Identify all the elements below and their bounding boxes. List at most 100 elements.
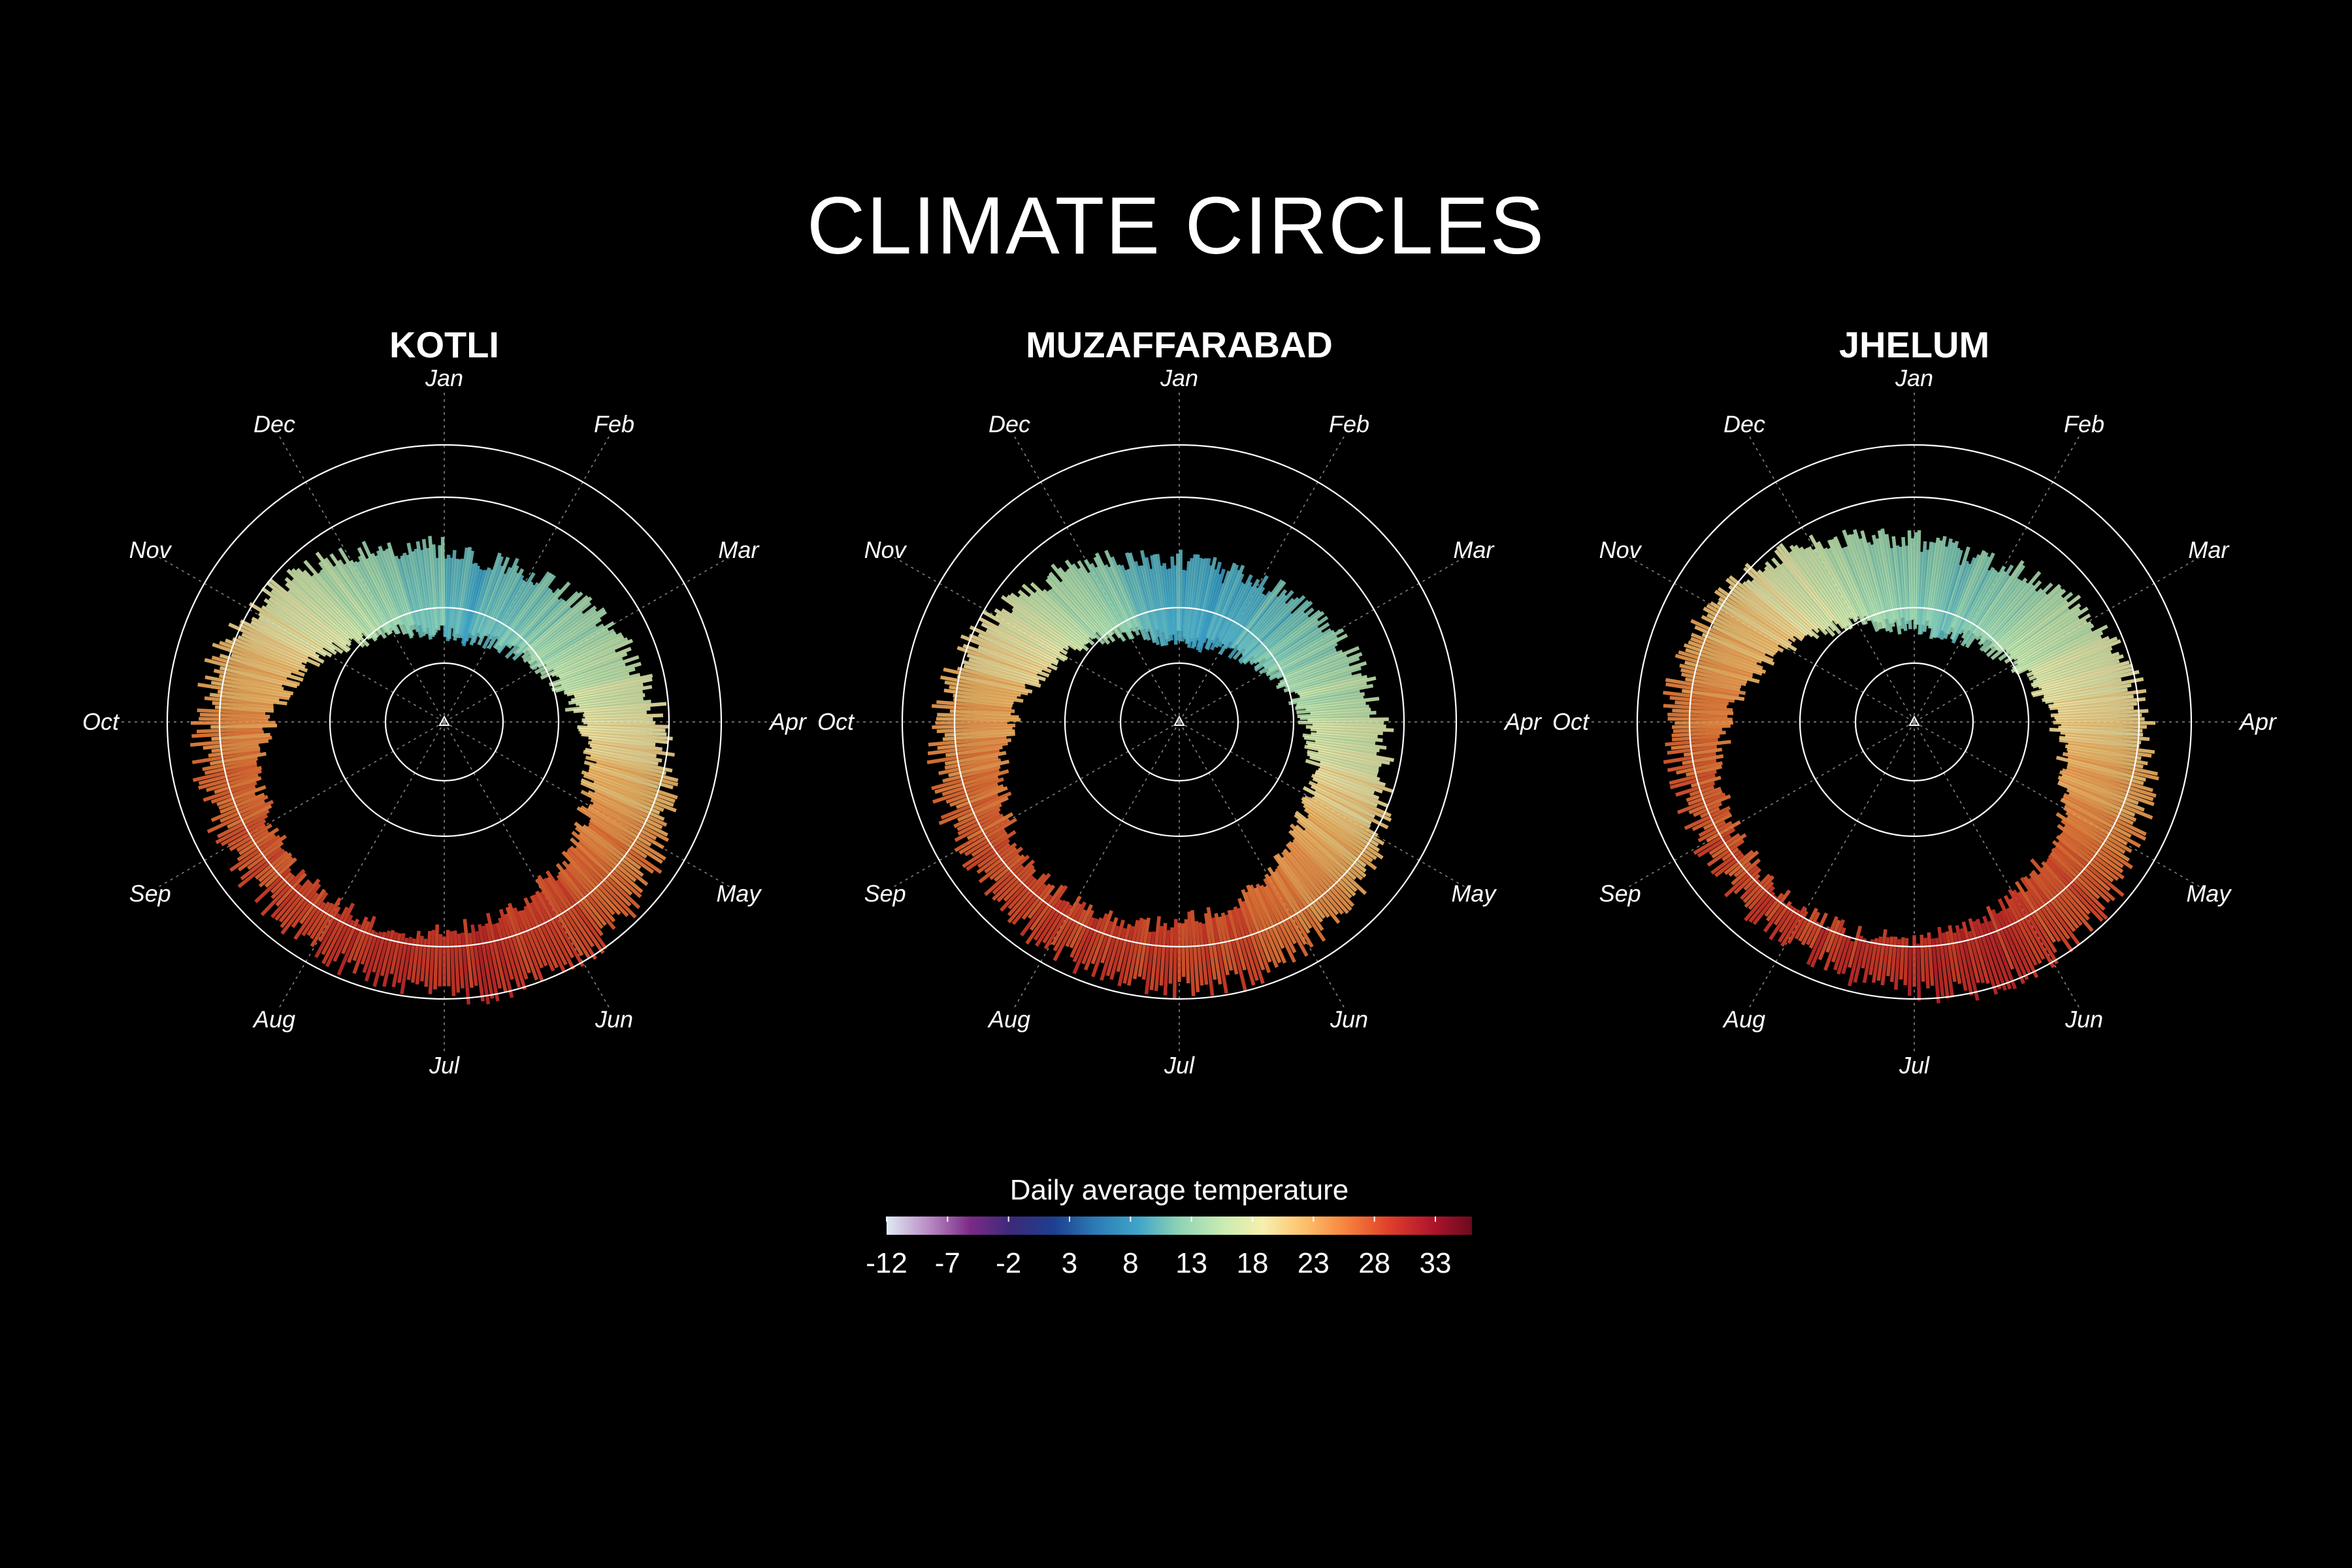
day-bar [1875,538,1897,623]
day-bar [1690,636,1758,665]
day-bar [210,723,278,729]
day-bar [1194,921,1204,986]
day-bar [1292,838,1352,899]
day-bar [1140,564,1160,630]
day-bar [2063,806,2128,846]
day-bar [528,610,608,666]
day-bar [1728,575,1806,638]
day-bar [1291,840,1355,907]
day-bar [1053,901,1087,962]
day-bar [270,872,293,894]
day-bar [1823,547,1866,625]
day-bar [1705,820,1741,843]
day-bar [1154,926,1164,991]
day-bar [1264,885,1297,945]
month-spoke [444,721,610,1007]
panel-title: MUZAFFARABAD [1026,324,1333,365]
day-bar [989,853,1021,881]
day-bar [1316,730,1378,739]
day-bar [1295,696,1380,711]
month-label: Mar [2188,536,2230,563]
day-bar [1254,887,1285,949]
day-bar [507,902,539,981]
day-bar [411,551,429,629]
day-bar [977,645,1043,673]
day-bar [1288,672,1352,694]
day-bar [1764,566,1827,631]
month-label: Apr [768,708,808,735]
day-bar [2004,606,2089,664]
day-bar [1901,536,1910,621]
day-bar [1889,936,1898,983]
day-bar [1950,555,1991,640]
day-bar [2012,616,2080,661]
day-bar [1305,759,1386,787]
day-bar [1742,874,1771,904]
day-bar [1723,865,1759,898]
day-bar [2066,788,2137,822]
day-bar [2065,811,2132,853]
day-bar [582,824,642,870]
day-bar [1999,910,2032,975]
day-bar [240,619,325,664]
day-bar [1841,547,1880,632]
day-bar [583,774,677,813]
day-bar [1816,541,1860,617]
day-bar [1831,538,1870,622]
day-bar [2055,812,2131,862]
day-bar [971,831,1008,857]
day-bar [1989,592,2048,649]
day-bar [1065,909,1087,947]
day-bar [956,666,1026,687]
day-bar [938,791,1012,825]
day-bar [569,845,632,907]
day-bar [1127,568,1151,630]
day-bar [2016,630,2104,676]
day-bar [1771,557,1837,632]
day-bar [1886,936,1894,977]
day-bar [216,785,267,807]
month-label: Sep [1599,880,1641,907]
day-bar [2059,736,2140,748]
day-bar [406,542,429,635]
day-bar [977,842,1011,868]
day-bar [492,923,514,998]
radial-gridline [218,496,670,948]
day-bar [1904,546,1912,630]
day-bar [585,747,659,766]
day-bar [1311,784,1376,819]
day-bar [1852,529,1887,629]
day-bar [485,572,519,637]
day-bar [1276,649,1337,679]
day-bar [942,764,1001,783]
day-bar [257,612,333,658]
day-bar [545,628,610,666]
day-bar [592,802,657,840]
day-bar [1669,774,1716,789]
day-bar [293,891,329,940]
day-bar [1663,752,1717,764]
day-bar [2005,595,2082,654]
day-bar [2065,744,2142,760]
day-bar [563,673,641,695]
day-bar [357,547,399,626]
day-bar [932,777,1004,804]
day-bar [1283,666,1362,693]
month-label: Sep [864,880,906,907]
day-bar [507,588,561,649]
day-bar [1945,931,1957,983]
day-bar [953,697,1013,708]
day-bar [1743,566,1814,631]
day-bar [210,751,267,766]
day-bar [968,633,1049,670]
day-bar [1711,624,1775,657]
day-bar [2050,697,2146,711]
radial-gridline [1064,606,1295,838]
day-bar [1299,714,1370,721]
day-bar [220,792,265,814]
day-bar [1236,589,1288,651]
day-bar [1254,615,1329,670]
day-bar [1707,839,1745,867]
day-bar [527,607,606,664]
